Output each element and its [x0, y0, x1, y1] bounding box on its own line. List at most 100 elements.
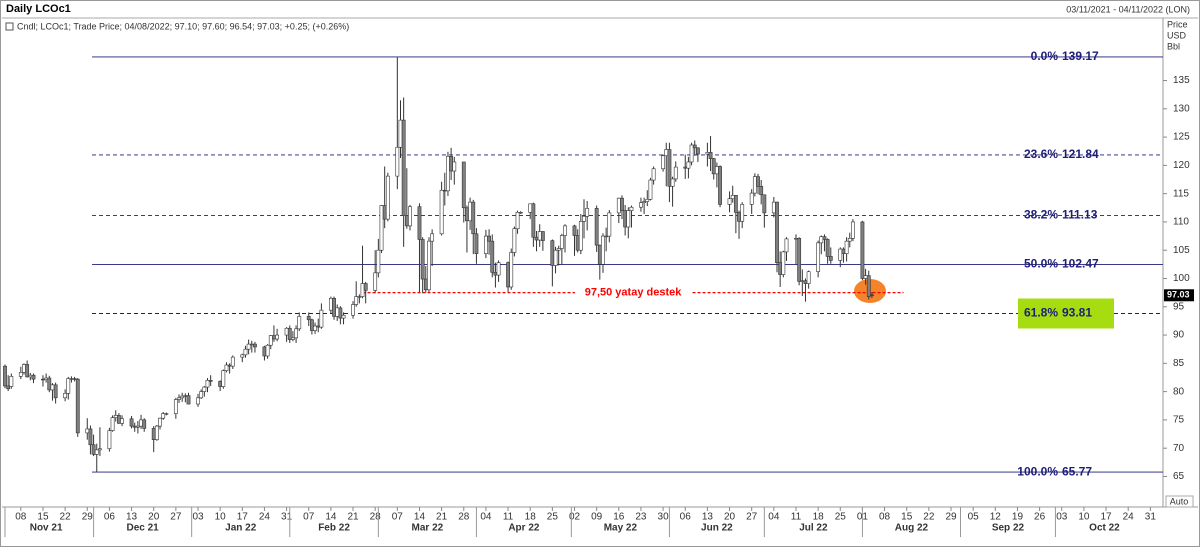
candle-body — [752, 176, 757, 194]
candle-body — [484, 235, 488, 254]
candle-body — [531, 203, 536, 238]
candle-body — [575, 235, 580, 251]
candle-body — [395, 146, 400, 177]
x-tick-label: 25 — [835, 512, 847, 523]
candle-body — [518, 212, 523, 214]
candle-body — [338, 307, 343, 319]
candle-body — [730, 195, 735, 200]
fib-percent: 38.2% — [1024, 208, 1058, 222]
x-tick-label: 19 — [1012, 512, 1024, 523]
candle-body — [540, 231, 545, 241]
candle-body — [870, 294, 874, 296]
candle-body — [740, 204, 745, 222]
x-tick-label: 17 — [237, 512, 249, 523]
y-tick-label: 105 — [1173, 245, 1190, 256]
x-tick-label: 16 — [613, 512, 625, 523]
candle-body — [142, 419, 147, 429]
x-tick-label: 02 — [569, 512, 581, 523]
candle-body — [594, 208, 599, 246]
candle-body — [828, 256, 833, 261]
x-tick-label: 03 — [192, 512, 204, 523]
candle-body — [240, 354, 245, 358]
x-tick-label: 13 — [126, 512, 138, 523]
x-tick-label: 23 — [635, 512, 647, 523]
x-tick-label: 12 — [990, 512, 1002, 523]
y-tick-label: 135 — [1173, 75, 1190, 86]
month-label: Oct 22 — [1089, 523, 1120, 534]
y-tick-label: 110 — [1173, 217, 1189, 228]
candle-body — [376, 249, 381, 274]
candle-body — [183, 395, 188, 397]
candle-body — [120, 418, 124, 424]
candle-body — [714, 166, 719, 175]
candle-body — [449, 156, 454, 172]
candle-body — [506, 262, 510, 288]
candle-body — [439, 189, 444, 235]
candle-body — [354, 296, 359, 305]
x-tick-label: 11 — [791, 512, 802, 523]
x-tick-label: 18 — [525, 512, 537, 523]
x-tick-label: 08 — [879, 512, 891, 523]
candle-body — [718, 166, 722, 205]
candle-body — [512, 228, 517, 253]
candle-body — [75, 378, 80, 434]
candle-body — [452, 161, 457, 172]
candle-body — [601, 235, 605, 265]
candle-body — [199, 391, 204, 399]
candle-body — [385, 175, 390, 220]
candle-body — [427, 240, 431, 291]
x-tick-label: 24 — [259, 512, 271, 523]
candle-body — [866, 275, 871, 297]
month-label: Jan 22 — [225, 523, 257, 534]
candle-body — [328, 297, 333, 311]
candle-body — [6, 385, 11, 390]
y-tick-label: 115 — [1173, 188, 1189, 199]
fib-value: 93.81 — [1062, 306, 1092, 320]
x-tick-label: 04 — [768, 512, 780, 523]
candle-body — [313, 325, 317, 331]
candle-body — [335, 307, 340, 317]
month-label: Jun 22 — [701, 523, 733, 534]
candle-body — [616, 197, 621, 214]
candle-body — [180, 395, 185, 399]
candle-body — [648, 179, 653, 200]
candle-body — [316, 325, 321, 328]
month-label: Dec 21 — [127, 523, 160, 534]
candle-body — [493, 271, 498, 276]
x-tick-label: 29 — [945, 512, 957, 523]
candle-body — [408, 206, 412, 227]
x-tick-label: 08 — [15, 512, 27, 523]
x-tick-label: 24 — [1123, 512, 1135, 523]
candle-body — [272, 335, 276, 340]
candle-body — [847, 238, 852, 242]
x-tick-label: 29 — [82, 512, 94, 523]
y-tick-label: 90 — [1173, 330, 1185, 341]
candle-body — [139, 419, 143, 427]
x-tick-label: 15 — [901, 512, 913, 523]
candle-body — [224, 364, 229, 371]
candle-body — [446, 156, 450, 192]
candle-body — [41, 378, 45, 381]
candle-body — [626, 210, 631, 228]
candle-body — [471, 201, 476, 235]
last-price: 97.03 — [1167, 290, 1190, 300]
candle-body — [88, 428, 93, 446]
candle-body — [63, 393, 68, 399]
x-tick-label: 06 — [104, 512, 116, 523]
fib-value: 102.47 — [1062, 257, 1099, 271]
candle-body — [607, 212, 612, 237]
candle-body — [196, 397, 200, 405]
candle-body — [468, 201, 472, 222]
x-tick-label: 26 — [1034, 512, 1046, 523]
candle-body — [262, 346, 267, 357]
candle-body — [227, 364, 232, 367]
y-tick-label: 125 — [1173, 132, 1190, 143]
candle-body — [487, 235, 491, 242]
x-tick-label: 07 — [303, 512, 315, 523]
candle-body — [689, 144, 694, 163]
support-label-background — [575, 285, 692, 300]
fib-percent: 50.0% — [1024, 257, 1058, 271]
candle-body — [249, 343, 254, 346]
x-tick-label: 21 — [347, 512, 359, 523]
candle-body — [781, 251, 786, 275]
